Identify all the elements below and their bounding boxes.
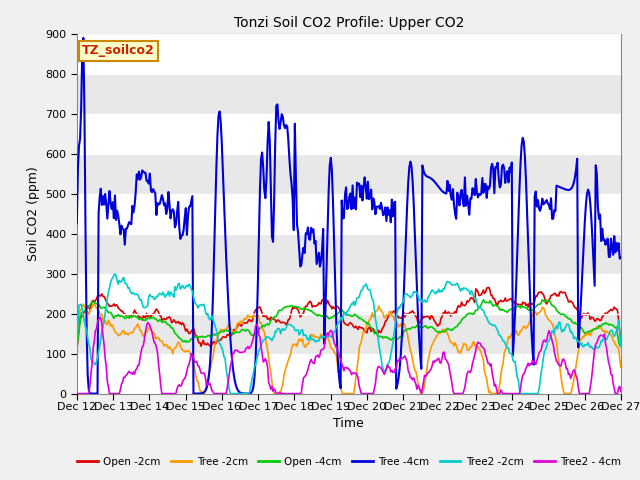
Line: Tree -2cm: Tree -2cm: [77, 304, 621, 394]
Tree2 - 4cm: [369, 391, 376, 396]
Bar: [77, 234, 621, 274]
Tree2 -2cm: [111, 271, 119, 276]
Tree2 -2cm: [227, 391, 234, 396]
Line: Open -4cm: Open -4cm: [77, 300, 621, 346]
Tree -2cm: [617, 364, 625, 370]
Line: Tree2 - 4cm: Tree2 - 4cm: [77, 317, 621, 394]
Open -4cm: [367, 324, 375, 330]
Legend: Open -2cm, Tree -2cm, Open -4cm, Tree -4cm, Tree2 -2cm, Tree2 - 4cm: Open -2cm, Tree -2cm, Open -4cm, Tree -4…: [72, 453, 625, 471]
Tree -4cm: [617, 254, 625, 260]
Tree2 - 4cm: [73, 391, 81, 396]
Bar: [77, 354, 621, 394]
Y-axis label: Soil CO2 (ppm): Soil CO2 (ppm): [27, 166, 40, 261]
Line: Tree2 -2cm: Tree2 -2cm: [77, 274, 621, 394]
Tree -2cm: [369, 314, 377, 320]
Tree2 - 4cm: [605, 360, 612, 366]
Tree2 -2cm: [337, 314, 344, 320]
Tree -4cm: [521, 153, 529, 159]
Open -4cm: [479, 297, 487, 303]
Tree -4cm: [369, 195, 377, 201]
Open -4cm: [520, 304, 527, 310]
Line: Open -2cm: Open -2cm: [77, 288, 621, 351]
Bar: [77, 274, 621, 313]
Open -2cm: [332, 305, 339, 311]
Tree2 -2cm: [369, 298, 377, 303]
Tree -2cm: [399, 322, 406, 327]
Tree -2cm: [333, 361, 341, 367]
Open -2cm: [605, 309, 612, 314]
Tree2 -2cm: [73, 341, 81, 347]
Tree -4cm: [73, 220, 81, 226]
Tree2 -2cm: [399, 300, 406, 305]
Open -4cm: [73, 343, 81, 348]
Tree -4cm: [333, 348, 341, 353]
Tree -4cm: [399, 315, 406, 321]
Open -4cm: [605, 322, 612, 328]
Open -2cm: [617, 338, 625, 344]
Tree2 -2cm: [333, 323, 341, 328]
Tree2 - 4cm: [617, 388, 625, 394]
Bar: [77, 193, 621, 234]
Tree -2cm: [606, 330, 614, 336]
Tree2 -2cm: [606, 329, 614, 335]
Tree -2cm: [337, 381, 344, 387]
Tree -2cm: [73, 346, 81, 351]
Tree2 - 4cm: [332, 345, 340, 350]
Bar: [77, 73, 621, 114]
X-axis label: Time: Time: [333, 418, 364, 431]
Tree -2cm: [521, 324, 529, 330]
Bar: [77, 154, 621, 193]
Tree2 - 4cm: [398, 355, 406, 361]
Open -4cm: [617, 343, 625, 348]
Open -4cm: [332, 312, 339, 318]
Open -4cm: [397, 334, 404, 340]
Tree -4cm: [606, 254, 614, 260]
Tree -2cm: [200, 391, 207, 396]
Bar: [77, 34, 621, 73]
Open -2cm: [520, 300, 527, 306]
Open -2cm: [485, 285, 493, 290]
Title: Tonzi Soil CO2 Profile: Upper CO2: Tonzi Soil CO2 Profile: Upper CO2: [234, 16, 464, 30]
Bar: [77, 114, 621, 154]
Text: TZ_soilco2: TZ_soilco2: [82, 44, 155, 58]
Line: Tree -4cm: Tree -4cm: [77, 38, 621, 394]
Tree2 -2cm: [521, 391, 529, 396]
Tree -2cm: [90, 301, 98, 307]
Open -2cm: [397, 315, 404, 321]
Open -2cm: [367, 329, 375, 335]
Tree -4cm: [79, 35, 87, 41]
Tree -4cm: [93, 391, 101, 396]
Bar: [77, 313, 621, 354]
Tree2 - 4cm: [520, 371, 527, 377]
Tree -4cm: [337, 385, 344, 391]
Tree2 - 4cm: [336, 355, 344, 360]
Open -4cm: [335, 310, 342, 316]
Open -2cm: [73, 348, 81, 354]
Tree2 - 4cm: [96, 314, 104, 320]
Open -2cm: [335, 305, 342, 311]
Tree2 -2cm: [617, 344, 625, 349]
